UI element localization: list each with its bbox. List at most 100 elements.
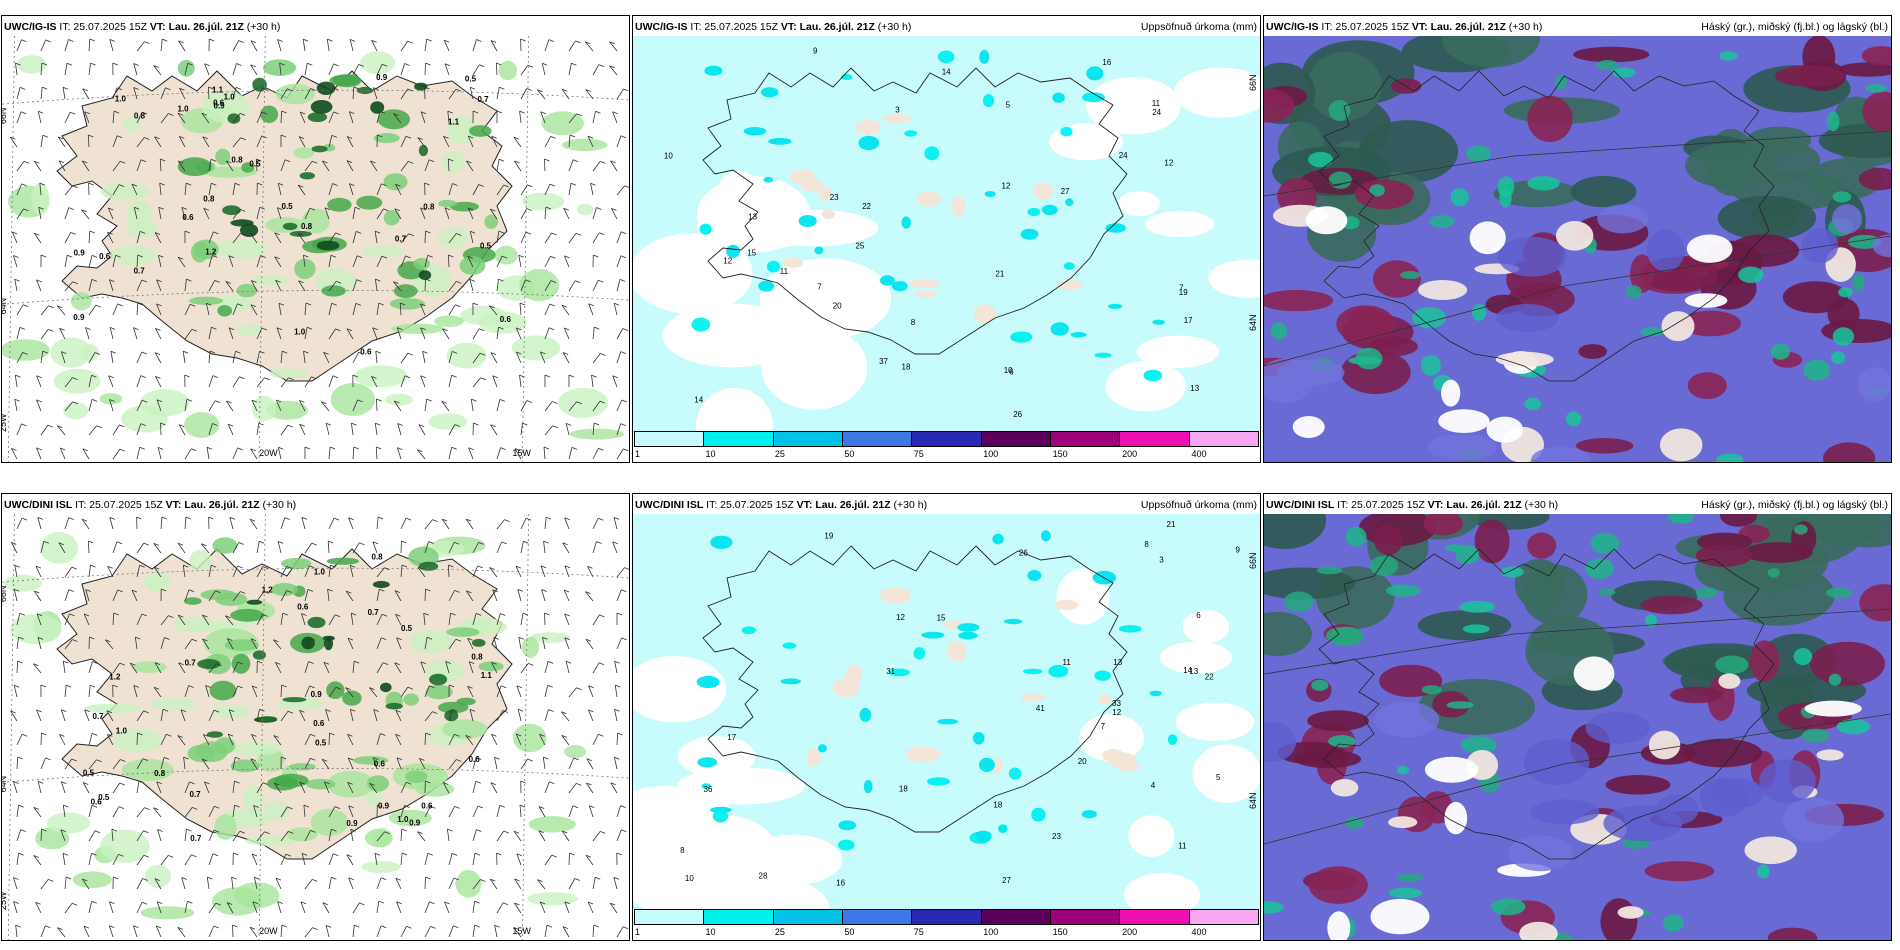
field-blob	[222, 205, 241, 216]
field-blob	[1661, 311, 1695, 342]
field-blob	[1327, 911, 1351, 940]
field-blob	[307, 616, 326, 629]
field-blob	[1118, 625, 1142, 633]
field-blob	[1495, 351, 1554, 367]
axis-label: 66N	[1248, 74, 1258, 91]
field-blob	[263, 801, 290, 821]
field-blob	[409, 630, 453, 654]
field-blob	[184, 412, 220, 438]
precip-value: 7	[817, 282, 822, 291]
field-blob	[1728, 234, 1800, 267]
field-blob	[1307, 51, 1382, 121]
precip-value: 12	[1002, 182, 1011, 191]
colorbar-label: 1	[635, 449, 641, 459]
field-blob	[908, 279, 941, 288]
field-blob	[240, 223, 259, 237]
field-blob	[236, 283, 258, 298]
field-blob	[121, 405, 168, 433]
field-blob	[1804, 700, 1862, 717]
field-blob	[478, 311, 527, 334]
field-blob	[469, 125, 492, 137]
field-blob	[1070, 332, 1087, 338]
field-blob	[1648, 730, 1681, 760]
field-blob	[235, 324, 262, 336]
field-blob	[1136, 335, 1219, 368]
axis-label: 25W	[2, 891, 8, 910]
field-blob	[561, 138, 608, 152]
field-blob	[677, 736, 756, 777]
precip-value: 4	[1151, 781, 1156, 790]
field-blob	[270, 583, 299, 596]
field-blob	[780, 678, 801, 685]
field-blob	[1523, 738, 1590, 786]
field-blob	[1715, 655, 1749, 674]
iceland-coastline	[702, 545, 1128, 833]
field-blob	[1328, 100, 1351, 121]
precip-value: 12	[896, 613, 905, 622]
field-blob	[1570, 175, 1637, 208]
field-blob	[3, 574, 42, 592]
field-blob	[527, 892, 578, 906]
precip-value: 6	[1196, 611, 1201, 620]
gust-value: 0.6	[421, 802, 433, 811]
field-blob	[1471, 304, 1487, 321]
field-blob	[1048, 664, 1069, 678]
precip-value: 6	[1009, 367, 1014, 376]
gust-value: 0.8	[154, 769, 166, 778]
colorbar-cell	[842, 910, 913, 924]
field-blob	[380, 682, 392, 693]
field-blob	[1836, 718, 1871, 735]
field-blob	[1117, 763, 1140, 772]
field-blob	[1695, 544, 1753, 567]
gust-value: 0.8	[134, 112, 146, 121]
field-blob	[63, 402, 89, 420]
field-blob	[759, 258, 892, 340]
field-blob	[957, 623, 980, 632]
field-blob	[974, 830, 992, 842]
gust-value: 0.6	[313, 719, 325, 728]
field-blob	[1556, 221, 1594, 251]
field-blob	[72, 871, 112, 888]
gust-value: 0.7	[93, 712, 105, 721]
field-blob	[385, 702, 403, 710]
field-blob	[1417, 610, 1512, 641]
precip-value: 5	[1216, 773, 1221, 782]
field-blob	[1858, 167, 1891, 191]
field-blob	[1801, 728, 1830, 743]
field-blob	[1719, 514, 1757, 527]
gust-value: 0.9	[378, 802, 390, 811]
field-blob	[741, 626, 756, 635]
panel-title: UWC/DINI ISL IT: 25.07.2025 15Z VT: Lau.…	[1266, 499, 1559, 511]
field-blob	[184, 597, 202, 605]
field-blob	[888, 668, 910, 677]
field-blob	[1182, 610, 1230, 644]
field-blob	[388, 809, 432, 827]
field-blob	[1597, 204, 1649, 234]
field-blob	[1031, 807, 1046, 822]
panel-title: UWC/IG-IS IT: 25.07.2025 15Z VT: Lau. 26…	[1266, 21, 1543, 33]
field-blob	[577, 203, 594, 216]
field-blob	[306, 778, 336, 790]
precip-value: 18	[899, 785, 908, 794]
field-blob	[832, 677, 860, 698]
colorbar-label: 400	[1191, 449, 1207, 459]
field-blob	[1826, 587, 1853, 599]
field-blob	[53, 368, 101, 394]
field-blob	[327, 197, 352, 212]
gust-value: 1.0	[115, 95, 127, 104]
field-blob	[1585, 558, 1614, 579]
colorbar-cell	[1189, 910, 1258, 924]
field-blob	[494, 245, 518, 265]
colorbar-cell	[1120, 432, 1190, 446]
field-blob	[1421, 685, 1442, 695]
field-blob	[901, 216, 911, 229]
field-blob	[1816, 749, 1844, 761]
field-blob	[1264, 289, 1334, 312]
gust-value: 1.2	[262, 585, 274, 594]
field-blob	[978, 757, 995, 772]
field-blob	[1374, 525, 1403, 556]
field-blob	[446, 627, 480, 637]
axis-label: 66N	[2, 586, 8, 603]
field-blob	[1455, 545, 1480, 565]
field-blob	[403, 693, 420, 706]
